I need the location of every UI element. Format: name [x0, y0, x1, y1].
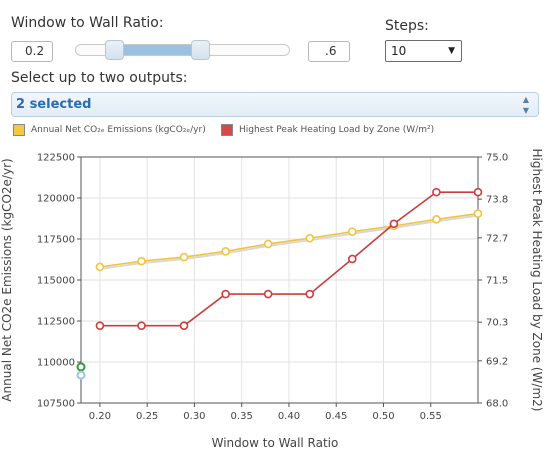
series-shadow: [99, 214, 479, 270]
y-left-tick-label: 112500: [37, 317, 75, 328]
y-right-tick-label: 68.0: [486, 399, 508, 410]
slider-max-handle[interactable]: [191, 40, 210, 60]
heating-point: [221, 289, 230, 299]
emissions-point: [95, 262, 105, 272]
y-left-tick-label: 120000: [37, 194, 75, 205]
chart-grid: [81, 156, 478, 404]
axis-ticks: 0.20 0.25 0.30 0.35 0.40 0.45 0.50 0.55 122500 12…: [37, 153, 508, 423]
slider-selected-range: [115, 45, 202, 55]
chart-series: [76, 187, 483, 380]
edge-point: [76, 370, 86, 380]
outputs-selected-text: 2 selected: [16, 97, 92, 112]
y-right-tick-label: 73.8: [486, 195, 508, 206]
emissions-point: [179, 252, 189, 262]
legend-item-emissions[interactable]: Annual Net CO₂ₑ Emissions (kgCO₂ₑ/yr): [13, 124, 206, 136]
emissions-point: [473, 209, 483, 218]
heating-point: [95, 321, 105, 330]
heating-point: [347, 254, 357, 264]
series-emissions-line: [99, 212, 479, 268]
y-axis-title-right: Highest Peak Heating Load by Zone (W/m2): [530, 149, 544, 412]
legend-item-heating-load[interactable]: Highest Peak Heating Load by Zone (W/m²): [221, 124, 434, 136]
y-right-tick-label: 75.0: [486, 153, 508, 164]
heating-point: [263, 289, 273, 299]
steps-value: 10: [391, 44, 407, 58]
outputs-multiselect[interactable]: 2 selected ▲ ▼: [11, 92, 539, 117]
y-right-tick-label: 69.2: [486, 356, 508, 367]
x-tick-label: 0.50: [372, 411, 394, 422]
outputs-label: Select up to two outputs:: [11, 70, 188, 86]
wwr-range-slider[interactable]: [75, 40, 290, 60]
edge-point: [76, 362, 86, 372]
x-tick-label: 0.25: [136, 411, 158, 422]
x-tick-label: 0.40: [278, 411, 300, 422]
y-left-tick-label: 110000: [37, 358, 75, 369]
wwr-min-input[interactable]: 0.2: [11, 41, 53, 62]
emissions-point: [263, 239, 273, 249]
wwr-max-input[interactable]: .6: [308, 41, 350, 62]
y-left-tick-label: 117500: [37, 235, 75, 246]
emissions-point: [432, 215, 441, 224]
emissions-point: [221, 247, 230, 256]
legend-label-emissions: Annual Net CO₂ₑ Emissions (kgCO₂ₑ/yr): [31, 125, 206, 135]
y-right-tick-label: 72.7: [486, 233, 508, 244]
legend-label-heating: Highest Peak Heating Load by Zone (W/m²): [239, 125, 435, 135]
y-left-tick-label: 122500: [37, 153, 75, 164]
x-tick-label: 0.45: [325, 411, 347, 422]
steps-select[interactable]: 10 ▼: [385, 40, 462, 62]
emissions-point: [305, 233, 315, 243]
series-heating-line: [99, 191, 478, 327]
x-tick-label: 0.30: [183, 411, 205, 422]
wwr-label: Window to Wall Ratio:: [11, 15, 164, 31]
heating-point: [137, 321, 146, 330]
y-left-tick-label: 107500: [37, 399, 75, 410]
dropdown-arrow-icon: ▼: [448, 46, 455, 56]
heating-point: [305, 289, 315, 299]
legend-swatch-emissions: [13, 124, 25, 136]
emissions-point: [347, 227, 357, 236]
x-tick-label: 0.55: [420, 411, 442, 422]
x-tick-label: 0.20: [89, 411, 111, 422]
heating-point: [473, 187, 483, 197]
y-left-tick-label: 115000: [37, 276, 75, 287]
steps-label: Steps:: [385, 18, 429, 34]
slider-min-handle[interactable]: [105, 40, 124, 60]
line-chart: 0.20 0.25 0.30 0.35 0.40 0.45 0.50 0.55 122500 12…: [0, 149, 544, 450]
y-axis-title-left: Annual Net CO2e Emissions (kgCO2e/yr): [0, 158, 14, 401]
y-right-tick-label: 71.5: [486, 276, 508, 287]
y-right-tick-label: 70.3: [486, 318, 508, 329]
x-axis-title: Window to Wall Ratio: [212, 436, 339, 450]
updown-arrows-icon: ▲ ▼: [522, 95, 529, 115]
x-tick-label: 0.35: [231, 411, 253, 422]
heating-point: [432, 187, 441, 197]
emissions-point: [137, 256, 146, 266]
heating-point: [389, 219, 399, 229]
heating-point: [179, 321, 189, 330]
legend-swatch-heating: [221, 124, 233, 136]
